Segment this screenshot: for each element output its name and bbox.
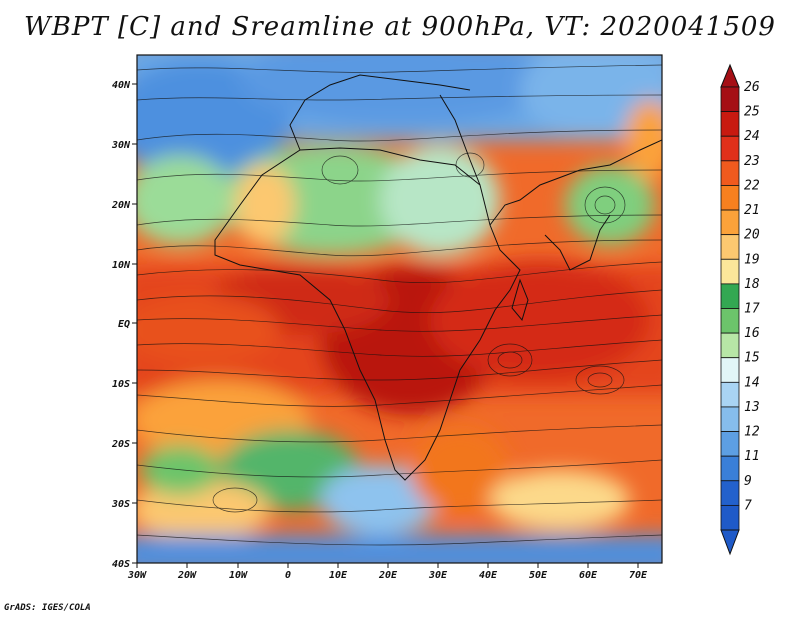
lat-axis: 40N 30N 20N 10N EQ 10S 20S 30S 40S <box>111 80 137 570</box>
lat-label: 30N <box>111 140 131 151</box>
lat-label: EQ <box>118 319 130 330</box>
colorbar-swatch <box>720 111 740 137</box>
colorbar-label: 17 <box>744 302 760 317</box>
lon-label: 20E <box>378 570 398 581</box>
colorbar-label: 22 <box>744 178 760 193</box>
colorbar-swatch <box>720 258 740 285</box>
colorbar-swatch <box>720 185 740 211</box>
grads-credit: GrADS: IGES/COLA <box>4 603 91 613</box>
coastlines <box>214 74 662 481</box>
colorbar-swatch <box>720 431 740 457</box>
colorbar-swatch <box>720 283 740 309</box>
colorbar-swatch <box>720 209 740 236</box>
colorbar-arrow-bottom <box>720 529 740 556</box>
streamlines <box>137 64 662 546</box>
colorbar-swatch <box>720 406 740 432</box>
colorbar-label: 19 <box>744 252 760 267</box>
colorbar-swatch <box>720 86 740 113</box>
colorbar-label: 24 <box>744 129 760 144</box>
lon-label: 20W <box>177 570 197 581</box>
lat-label: 10S <box>112 379 130 390</box>
lat-label: 20N <box>111 200 131 211</box>
colorbar-label: 25 <box>744 105 760 120</box>
colorbar-swatch <box>720 357 740 383</box>
colorbar-swatch <box>720 480 740 506</box>
colorbar-arrow-top <box>720 63 740 88</box>
lon-label: 50E <box>529 570 548 581</box>
colorbar-label: 21 <box>744 203 760 218</box>
colorbar-label: 18 <box>744 277 760 292</box>
colorbar-label: 15 <box>744 351 760 366</box>
colorbar-swatch <box>720 332 740 359</box>
lon-label: 30E <box>428 570 448 581</box>
colorbar-label: 26 <box>744 80 760 95</box>
lat-label: 30S <box>111 499 130 510</box>
lon-label: 10E <box>329 570 348 581</box>
colorbar-swatch <box>720 135 740 162</box>
lon-label: 60E <box>579 570 598 581</box>
lon-label: 70E <box>629 570 648 581</box>
colorbar-swatch <box>720 504 740 531</box>
colorbar: 26 25 24 23 22 21 20 19 18 17 16 15 14 13 12 11 9 7 <box>720 63 760 556</box>
colorbar-label: 9 <box>744 474 752 489</box>
colorbar-label: 7 <box>744 498 752 513</box>
lon-label: 10W <box>229 570 248 581</box>
lat-label: 20S <box>111 439 130 450</box>
lon-axis: 30W 20W 10W 0 10E 20E 30E 40E 50E 60E 70… <box>127 563 648 581</box>
colorbar-swatch <box>720 381 740 408</box>
colorbar-label: 11 <box>744 449 760 464</box>
colorbar-label: 14 <box>744 375 760 390</box>
colorbar-label: 16 <box>744 326 760 341</box>
colorbar-swatch <box>720 308 740 334</box>
map-frame <box>136 54 663 564</box>
lat-label: 10N <box>112 260 131 271</box>
colorbar-swatch <box>720 160 740 186</box>
colorbar-swatch <box>720 455 740 482</box>
lon-label: 0 <box>285 570 291 581</box>
wbpt-field <box>137 55 662 563</box>
colorbar-label: 12 <box>744 425 760 440</box>
colorbar-label: 23 <box>744 154 760 169</box>
colorbar-swatch <box>720 234 740 260</box>
lon-label: 30W <box>127 570 147 581</box>
lon-label: 40E <box>479 570 498 581</box>
colorbar-label: 13 <box>744 400 760 415</box>
colorbar-label: 20 <box>744 228 760 243</box>
lat-label: 40N <box>112 80 131 91</box>
lat-label: 40S <box>112 559 130 570</box>
map-title: WBPT [C] and Sreamline at 900hPa, VT: 20… <box>24 12 776 42</box>
